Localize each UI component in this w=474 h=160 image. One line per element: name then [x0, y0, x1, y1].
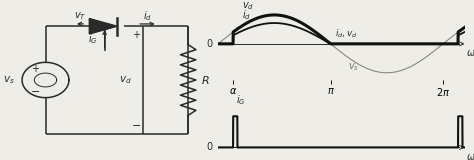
Text: 0: 0: [207, 39, 213, 49]
Text: 0: 0: [207, 142, 213, 152]
Text: $v_s$: $v_s$: [348, 61, 360, 73]
Text: $i_G$: $i_G$: [88, 32, 97, 46]
Text: $v_T$: $v_T$: [74, 10, 86, 22]
Text: $v_d$: $v_d$: [118, 74, 131, 86]
Text: −: −: [31, 87, 40, 96]
Text: −: −: [131, 121, 141, 131]
Text: $v_d$: $v_d$: [242, 0, 254, 12]
Text: $R$: $R$: [201, 74, 210, 86]
Text: +: +: [132, 30, 140, 40]
Text: $i_d, v_d$: $i_d, v_d$: [335, 28, 357, 40]
Polygon shape: [89, 19, 117, 34]
Text: $v_s$: $v_s$: [3, 74, 15, 86]
Text: $i_d$: $i_d$: [143, 9, 152, 23]
Text: +: +: [31, 64, 39, 74]
Text: $i_G$: $i_G$: [236, 93, 246, 107]
Text: $\omega t$: $\omega t$: [466, 46, 474, 58]
Text: $\omega t$: $\omega t$: [466, 150, 474, 160]
Text: $i_d$: $i_d$: [242, 8, 251, 22]
